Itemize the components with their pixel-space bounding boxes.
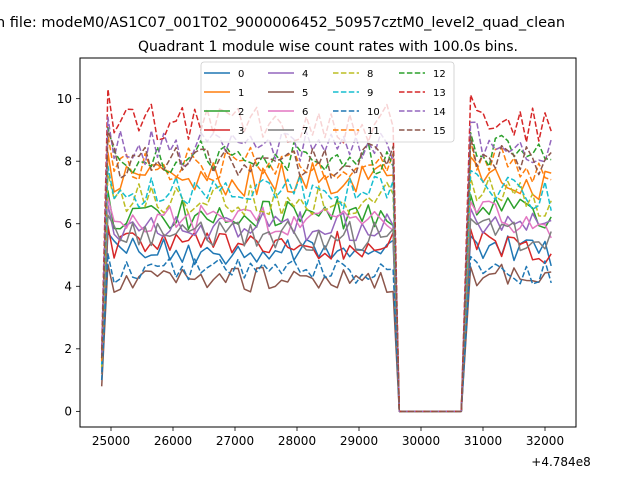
series-line-8 [100,172,552,413]
x-tick-label: 32000 [526,434,564,448]
legend-label: 12 [433,69,446,80]
figure-suptitle: n file: modeM0/AS1C07_001T02_9000006452_… [0,15,565,31]
y-tick-label: 2 [64,342,72,356]
x-tick-label: 30000 [402,434,440,448]
y-tick-label: 10 [57,92,72,106]
legend-item-0: 0 [204,69,244,80]
series-line-14 [100,116,552,413]
legend-item-13: 13 [399,88,446,99]
legend-item-5: 5 [268,88,308,99]
y-tick-label: 8 [64,154,72,168]
x-axis: 25000 26000 27000 28000 29000 30000 31000 32000 [92,427,564,448]
x-tick-label: 25000 [92,434,130,448]
legend-label: 10 [367,107,380,118]
x-tick-label: 27000 [216,434,254,448]
series-line-3 [100,224,552,413]
series-line-10 [100,253,552,413]
legend-item-11: 11 [333,126,380,137]
legend-label: 15 [433,126,446,137]
x-tick-label: 29000 [340,434,378,448]
legend-label: 2 [238,107,244,118]
series-line-0 [100,231,552,413]
legend-item-4: 4 [268,69,308,80]
x-tick-label: 26000 [154,434,192,448]
legend-box [200,61,455,143]
legend-label: 7 [302,126,308,137]
series-line-11 [100,133,552,413]
legend-item-6: 6 [268,107,308,118]
plot-frame [79,57,577,428]
chart-title: Quadrant 1 module wise count rates with … [138,39,518,55]
legend-item-8: 8 [333,69,373,80]
legend-label: 13 [433,88,446,99]
legend-label: 14 [433,107,446,118]
legend-label: 8 [367,69,373,80]
legend-item-7: 7 [268,126,308,137]
legend-label: 1 [238,88,244,99]
series-line-9 [100,165,552,413]
y-tick-label: 4 [64,280,72,294]
legend-item-3: 3 [204,126,244,137]
legend-label: 11 [367,126,380,137]
legend-label: 9 [367,88,373,99]
legend-item-9: 9 [333,88,373,99]
legend-item-10: 10 [333,107,380,118]
series-layer [100,88,552,413]
legend-item-15: 15 [399,126,446,137]
x-tick-label: 28000 [278,434,316,448]
legend-item-2: 2 [204,107,244,118]
x-offset-label: +4.784e8 [531,455,590,469]
legend-label: 0 [238,69,244,80]
y-tick-label: 6 [64,217,72,231]
series-line-2 [100,189,552,413]
legend-item-12: 12 [399,69,446,80]
legend-label: 6 [302,107,308,118]
series-line-15 [100,130,552,413]
legend-label: 4 [302,69,308,80]
y-tick-label: 0 [64,405,72,419]
series-line-7 [100,214,552,413]
legend-label: 3 [238,126,244,137]
y-axis: 0 2 4 6 8 10 [57,92,80,419]
series-line-4 [100,203,552,413]
x-tick-label: 31000 [464,434,502,448]
series-line-12 [100,126,552,413]
legend-item-1: 1 [204,88,244,99]
legend-label: 5 [302,88,308,99]
legend-item-14: 14 [399,107,446,118]
